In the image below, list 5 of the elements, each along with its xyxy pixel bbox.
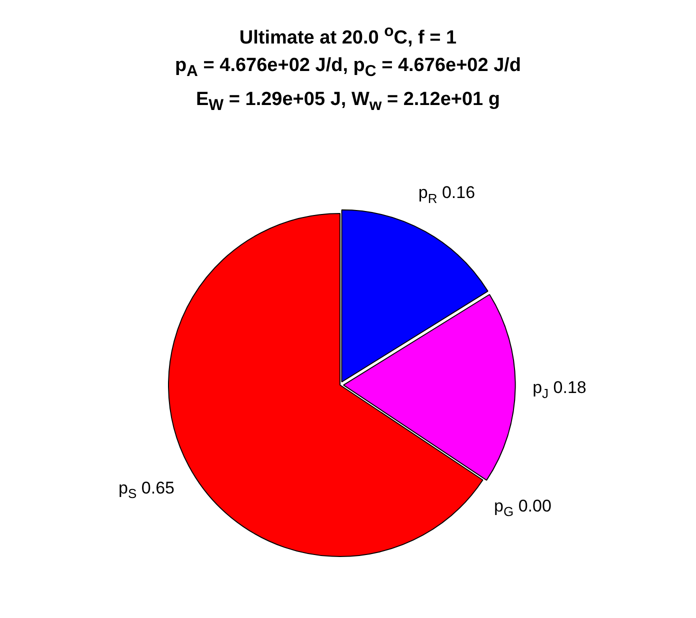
chart-title: Ultimate at 20.0 $^{o}$C, f = 1 p$_{A}$ = 4.676e+02 J/d, p$_{C}$ = 4.676e+02 J/d E$_{W}$ = 1.29e+05 J, W$_{w}$ = 2.12e+01 g bbox=[174, 23, 522, 114]
text: 0.00 bbox=[518, 496, 552, 516]
data-label: 0.16 bbox=[437, 182, 476, 202]
data-label: 0.18 bbox=[548, 378, 586, 398]
data-label: 0.65 bbox=[136, 478, 174, 498]
